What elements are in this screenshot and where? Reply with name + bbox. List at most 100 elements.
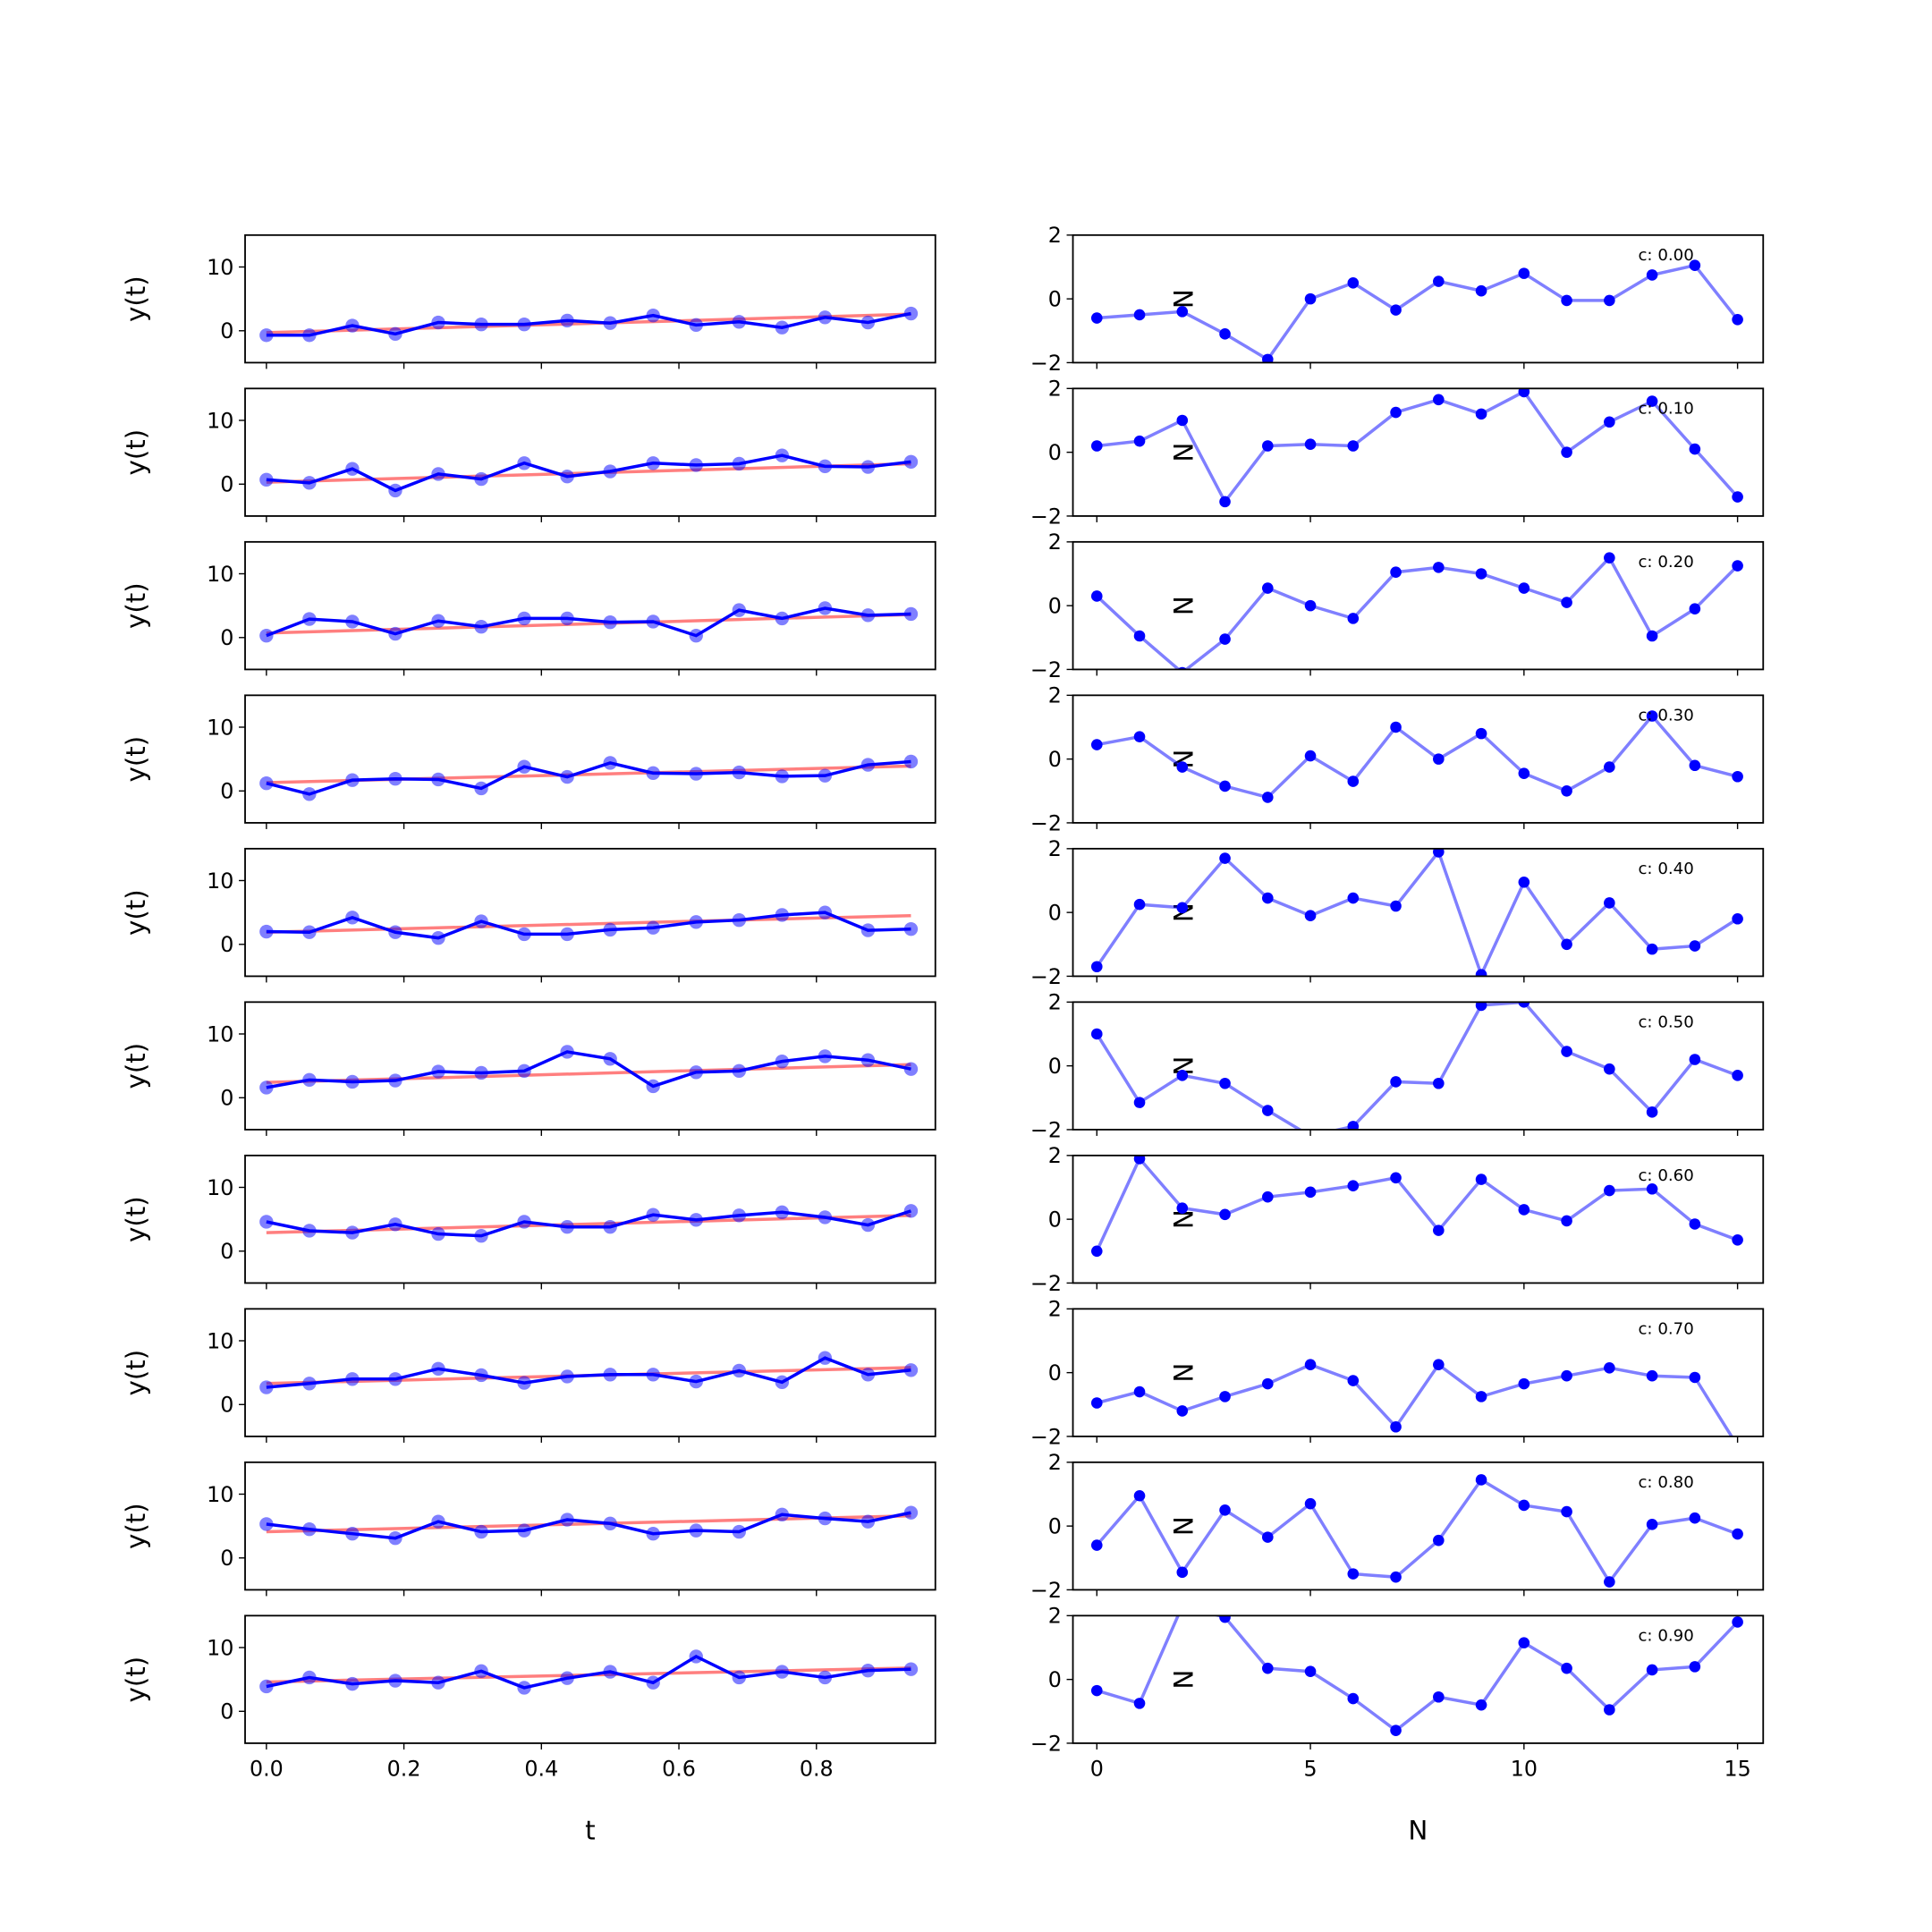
marker (1732, 314, 1743, 326)
marker (1219, 1391, 1231, 1402)
marker (1646, 269, 1658, 281)
marker (259, 1380, 274, 1394)
subplot: 0 10 y(t) (121, 233, 936, 369)
marker (1390, 1172, 1402, 1184)
y-tick-label: −2 (1030, 1578, 1062, 1603)
marker (903, 306, 919, 321)
y-axis-label: N (1169, 1516, 1199, 1536)
marker (1689, 1054, 1701, 1065)
marker (1176, 306, 1189, 318)
marker (1133, 731, 1146, 742)
series-line (266, 1209, 912, 1238)
plot-area (1090, 1359, 1734, 1436)
y-tick-label: 2 (1048, 990, 1062, 1015)
y-tick-label: 0 (1048, 1360, 1062, 1385)
series-line (1095, 848, 1739, 977)
y-tick-label: 10 (207, 255, 233, 280)
marker (1176, 902, 1189, 914)
marker (1732, 1070, 1743, 1081)
y-tick-label: −2 (1030, 810, 1062, 835)
marker (1219, 1615, 1231, 1623)
series-line (266, 913, 911, 934)
marker (1646, 710, 1658, 722)
y-tick-label: 0 (1048, 1514, 1062, 1539)
y-tick-label: 10 (207, 869, 233, 894)
marker (1646, 630, 1658, 642)
marker (1518, 267, 1530, 279)
marker (1689, 259, 1701, 271)
subplot: 0 10 0.0 0.2 0.4 0.6 0.8 y(t) t (121, 1614, 936, 1846)
marker (259, 924, 274, 939)
marker (1475, 1474, 1487, 1486)
marker (1219, 633, 1231, 645)
marker (1304, 1359, 1317, 1371)
marker (1732, 1528, 1743, 1540)
marker (1347, 1180, 1360, 1191)
y-tick-label: 0 (1048, 1054, 1062, 1079)
y-tick-label: 0 (220, 932, 233, 957)
marker (1219, 496, 1231, 508)
series-line (1097, 389, 1739, 505)
marker (1646, 395, 1658, 407)
y-tick-label: 0 (1048, 287, 1062, 312)
marker (1475, 568, 1487, 580)
plot-area (259, 754, 919, 801)
y-tick-label: 10 (207, 562, 233, 587)
subplot: 0 10 y(t) (121, 1001, 936, 1136)
annotation: c: 0.20 (1638, 553, 1693, 572)
y-tick-label: 2 (1048, 683, 1062, 708)
marker (1176, 1405, 1189, 1417)
y-axis-label: y(t) (121, 1503, 151, 1549)
series-line (266, 1356, 911, 1389)
marker (1433, 562, 1445, 573)
marker (1090, 1028, 1103, 1040)
marker (1604, 294, 1615, 307)
marker (1646, 943, 1658, 955)
marker (1561, 1215, 1572, 1227)
axes-frame (244, 1308, 936, 1437)
marker (1646, 1369, 1658, 1382)
marker (1390, 721, 1402, 733)
subplot: 0 10 y(t) (121, 387, 936, 522)
axes-frame (1072, 1001, 1765, 1131)
series-line (1095, 1156, 1739, 1252)
subplot: −2 0 2 Nc: 0.00 (1030, 223, 1765, 376)
marker (1433, 275, 1445, 287)
y-axis-label: y(t) (121, 1196, 151, 1242)
marker (1561, 446, 1572, 458)
marker (1561, 1046, 1572, 1057)
plot-area (1090, 1155, 1743, 1258)
y-axis-label: N (1169, 1670, 1199, 1690)
marker (1561, 597, 1572, 608)
marker (1561, 784, 1572, 797)
x-tick-label: 0.8 (800, 1756, 834, 1781)
y-axis-label: y(t) (121, 1350, 151, 1396)
y-tick-label: 2 (1048, 223, 1062, 248)
marker (1518, 767, 1530, 779)
subplot: 0 10 y(t) (121, 1308, 936, 1443)
marker (1219, 1077, 1231, 1089)
annotation: c: 0.70 (1638, 1319, 1693, 1338)
plot-area (259, 1351, 919, 1394)
marker (1262, 1531, 1274, 1543)
marker (259, 776, 274, 791)
marker (1518, 876, 1530, 888)
marker (1304, 292, 1317, 305)
y-tick-label: 2 (1048, 1450, 1062, 1475)
marker (1689, 443, 1701, 455)
series-line (266, 453, 911, 493)
y-tick-label: −2 (1030, 1117, 1062, 1142)
marker (1433, 1359, 1445, 1371)
marker (1090, 1245, 1103, 1258)
marker (1262, 582, 1274, 594)
marker (1475, 1699, 1487, 1711)
plot-area (259, 905, 919, 945)
y-tick-label: 0 (1048, 594, 1062, 619)
marker (1347, 1121, 1360, 1130)
y-tick-label: −2 (1030, 1424, 1062, 1449)
axes-frame (244, 540, 936, 671)
y-tick-label: 0 (1048, 747, 1062, 772)
x-tick-label: 0.0 (250, 1756, 284, 1781)
series-line (1096, 555, 1739, 670)
marker (1262, 1105, 1274, 1116)
